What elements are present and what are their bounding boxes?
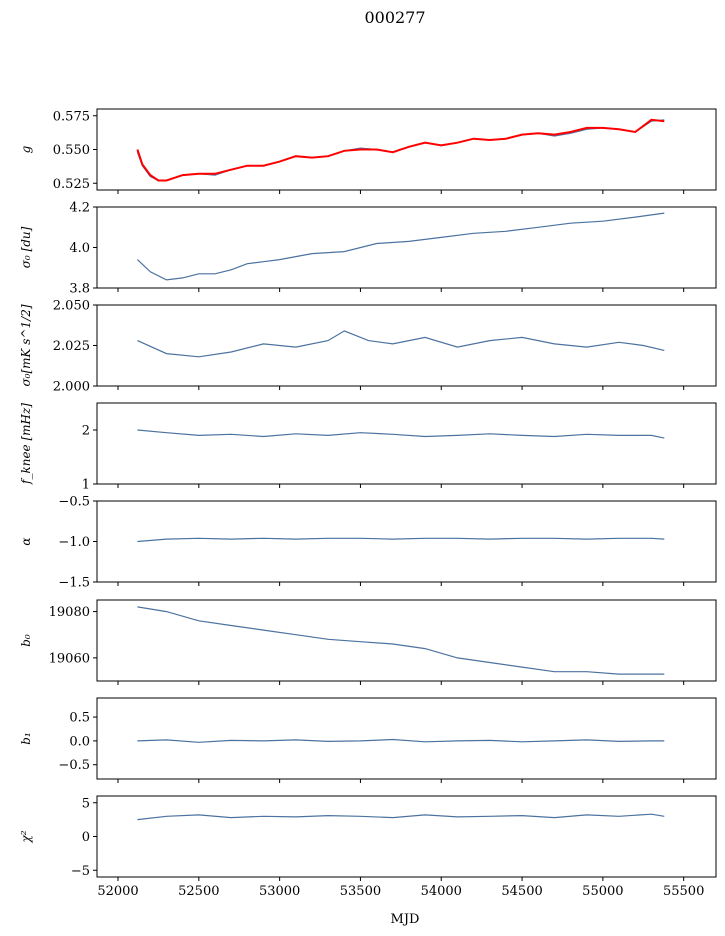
y-tick-label: 3.8 [69,282,90,297]
panel-sigma0-du: 3.8 4.0 4.2 σ₀ [du] [19,201,717,297]
panel-alpha: −1.5 −1.0 −0.5 α [19,495,717,591]
y-axis-label: χ² [19,830,33,843]
y-tick-label: 5 [82,796,90,811]
y-tick-label: −0.5 [58,495,90,510]
series-line-1 [137,813,665,821]
series-line-1 [137,738,665,743]
x-tick-label: 55500 [663,884,704,899]
y-axis-label: g [19,145,33,153]
y-tick-label: 0.550 [53,143,90,158]
axes-frame [96,402,717,485]
series-line-1 [137,429,665,439]
y-axis-label: b₀ [19,634,33,647]
series-line-1 [137,606,665,675]
axes-frame [96,500,717,583]
series-line-1 [137,330,665,358]
axes-frame [96,795,717,878]
x-tick-label: 53500 [340,884,381,899]
panel-sigma0-mks: 2.000 2.025 2.050 σ₀[mK s^1/2] [19,299,717,395]
y-tick-label: 0.5 [69,711,90,726]
figure-title: 000277 [364,8,425,27]
y-tick-label: 19080 [49,605,90,620]
panel-b1: −0.5 0.0 0.5 b₁ [19,697,717,783]
y-tick-label: −5 [71,864,90,879]
y-axis-label: f_knee [mHz] [19,403,33,485]
axes-frame [96,599,717,682]
x-tick-label: 54500 [501,884,542,899]
panel-fknee: 1 2 f_knee [mHz] [19,402,717,493]
x-axis-label: MJD [391,912,420,927]
x-tick-label: 52000 [97,884,138,899]
x-tick-label: 52500 [178,884,219,899]
axes-frame [96,697,717,780]
y-tick-label: 2 [82,424,90,439]
y-tick-label: 2.025 [53,339,90,354]
y-tick-label: −1.5 [58,576,90,591]
y-tick-label: −1.0 [58,535,90,550]
y-axis-label: b₁ [19,732,33,745]
y-tick-label: 4.0 [69,241,90,256]
y-tick-label: 2.050 [53,299,90,314]
x-tick-label: 53000 [259,884,300,899]
x-tick-label: 54000 [421,884,462,899]
axes-frame [96,108,717,191]
y-tick-label: 0.525 [53,177,90,192]
y-tick-label: 0 [82,830,90,845]
y-tick-label: −0.5 [58,758,90,773]
panel-b0: 19060 19080 b₀ [19,599,717,685]
y-tick-label: 19060 [49,651,90,666]
y-tick-label: 0.0 [69,734,90,749]
y-axis-label: σ₀ [du] [19,226,33,268]
y-tick-label: 4.2 [69,201,90,216]
y-axis-label: α [19,537,33,545]
x-tick-label: 55000 [582,884,623,899]
panel-chi2: −5 0 5 χ² 52000 52500 53000 53500 54000 54500 5500… [19,795,717,899]
axes-frame [96,304,717,387]
series-line-1 [136,212,665,281]
series-line-2 [136,118,665,182]
panel-g: 0.525 0.550 0.575 g [19,108,717,194]
y-tick-label: 0.575 [53,109,90,124]
y-tick-label: 1 [82,478,90,493]
y-axis-label: σ₀[mK s^1/2] [19,304,33,386]
y-tick-label: 2.000 [53,380,90,395]
series-line-1 [137,537,665,543]
